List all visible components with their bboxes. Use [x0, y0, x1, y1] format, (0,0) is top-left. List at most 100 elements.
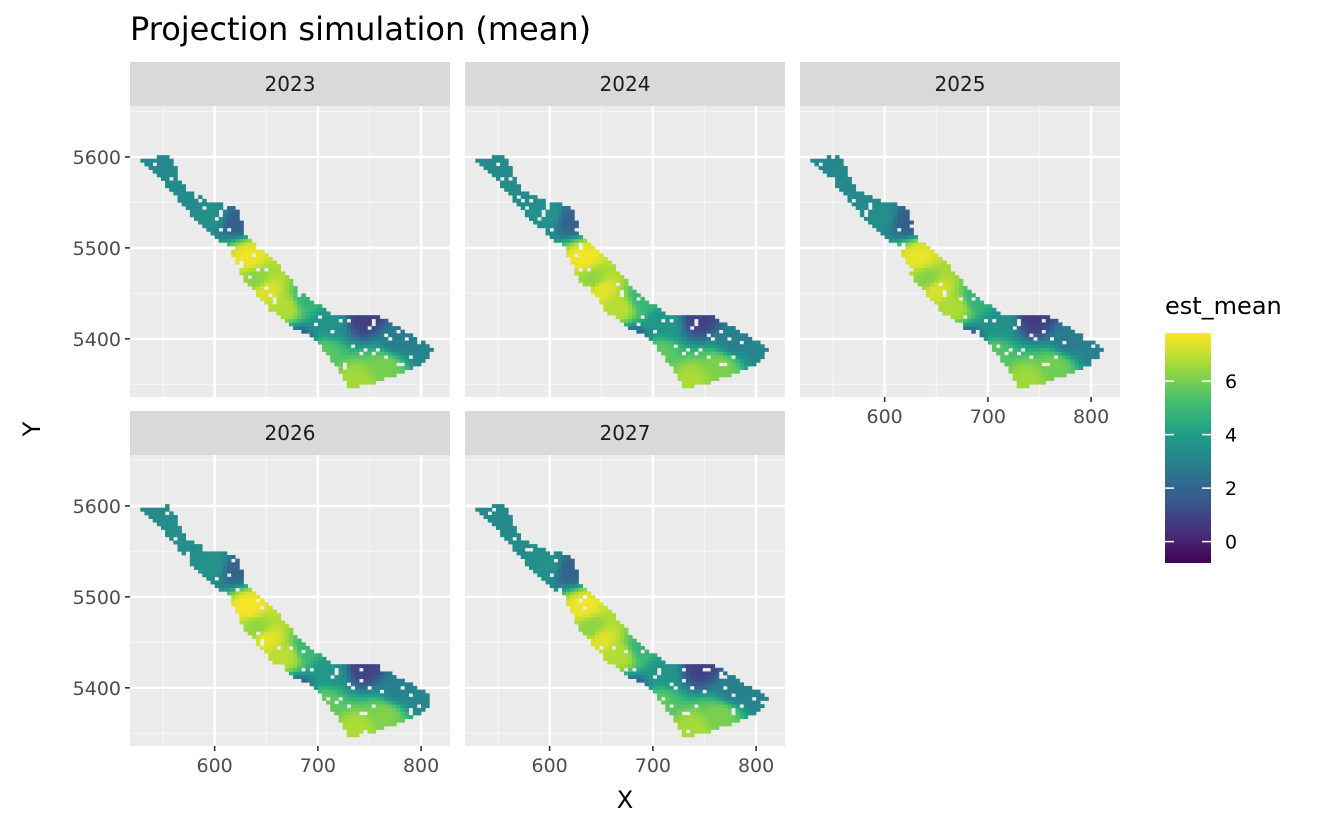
raster-cell	[247, 587, 253, 592]
raster-cell	[946, 278, 952, 283]
raster-cell	[685, 696, 691, 701]
raster-cell	[1049, 318, 1055, 323]
raster-cell	[599, 649, 604, 654]
raster-cell	[652, 322, 658, 327]
raster-cell	[1095, 347, 1100, 352]
raster-cell	[355, 682, 360, 687]
raster-cell	[562, 213, 567, 218]
raster-cell	[350, 333, 356, 338]
raster-cell	[350, 380, 356, 385]
raster-cell	[375, 355, 381, 360]
raster-cell	[735, 351, 740, 356]
raster-cell	[938, 289, 943, 294]
raster-cell	[599, 616, 604, 621]
raster-cell	[483, 515, 489, 519]
raster-cell	[954, 311, 960, 316]
raster-cell	[156, 173, 162, 178]
raster-cell	[1074, 344, 1080, 349]
raster-cell	[727, 355, 732, 360]
raster-cell	[260, 645, 265, 650]
raster-cell	[731, 358, 736, 363]
raster-cell	[710, 351, 716, 356]
raster-cell	[1049, 366, 1055, 371]
raster-cell	[669, 667, 674, 672]
raster-cell	[1025, 333, 1030, 338]
raster-cell	[309, 660, 315, 665]
raster-cell	[760, 696, 765, 701]
raster-cell	[553, 238, 559, 243]
raster-cell	[288, 315, 294, 320]
raster-cell	[383, 318, 389, 323]
raster-cell	[1037, 376, 1042, 381]
raster-cell	[963, 307, 968, 312]
raster-cell	[553, 580, 559, 585]
raster-cell	[570, 209, 575, 214]
raster-cell	[905, 253, 910, 258]
raster-cell	[595, 256, 600, 261]
raster-cell	[892, 231, 898, 236]
raster-cell	[1066, 340, 1071, 345]
raster-cell	[346, 326, 352, 331]
raster-cell	[243, 598, 248, 603]
raster-cell	[690, 362, 695, 367]
raster-cell	[1012, 322, 1018, 327]
raster-cell	[268, 649, 273, 654]
raster-cell	[640, 296, 645, 301]
raster-cell	[582, 631, 588, 636]
raster-cell	[276, 620, 282, 625]
raster-cell	[615, 307, 621, 312]
raster-cell	[884, 227, 890, 232]
raster-cell	[925, 264, 931, 269]
raster-cell	[681, 366, 687, 371]
raster-cell	[607, 653, 612, 658]
raster-cell	[421, 351, 426, 356]
raster-cell	[363, 318, 368, 323]
raster-cell	[322, 315, 327, 320]
raster-tiles	[140, 504, 430, 738]
raster-cell	[1033, 376, 1038, 381]
raster-cell	[892, 209, 898, 214]
raster-cell	[727, 711, 732, 716]
raster-cell	[346, 664, 352, 669]
raster-cell	[897, 216, 902, 221]
raster-cell	[615, 642, 621, 647]
raster-cell	[677, 722, 683, 727]
raster-cell	[570, 220, 575, 225]
raster-cell	[595, 624, 600, 629]
raster-cell	[1020, 336, 1026, 341]
raster-cell	[975, 315, 980, 320]
raster-cell	[317, 326, 323, 331]
raster-cell	[334, 711, 339, 716]
raster-cell	[284, 642, 290, 647]
raster-cell	[690, 384, 695, 389]
raster-cell	[177, 187, 182, 192]
raster-cell	[578, 271, 583, 276]
raster-cell	[350, 326, 356, 331]
raster-cell	[524, 551, 530, 556]
raster-cell	[897, 220, 902, 225]
raster-cell	[529, 195, 534, 200]
raster-cell	[665, 344, 670, 349]
raster-cell	[685, 366, 691, 371]
raster-cell	[338, 351, 343, 356]
raster-cell	[644, 660, 650, 665]
raster-cell	[718, 689, 724, 694]
raster-cell	[367, 725, 372, 730]
raster-cell	[504, 529, 509, 534]
raster-cell	[173, 529, 178, 534]
raster-cell	[355, 344, 360, 349]
raster-cell	[702, 362, 707, 367]
raster-cell	[330, 704, 335, 709]
raster-cell	[901, 206, 906, 210]
raster-cell	[218, 565, 224, 570]
raster-cell	[652, 689, 658, 694]
raster-cell	[355, 671, 360, 676]
raster-cell	[835, 180, 840, 185]
raster-cell	[628, 311, 633, 316]
raster-cell	[925, 256, 931, 261]
raster-cell	[400, 333, 405, 338]
raster-cell	[747, 696, 753, 701]
raster-cell	[276, 627, 282, 632]
raster-cell	[628, 315, 633, 320]
